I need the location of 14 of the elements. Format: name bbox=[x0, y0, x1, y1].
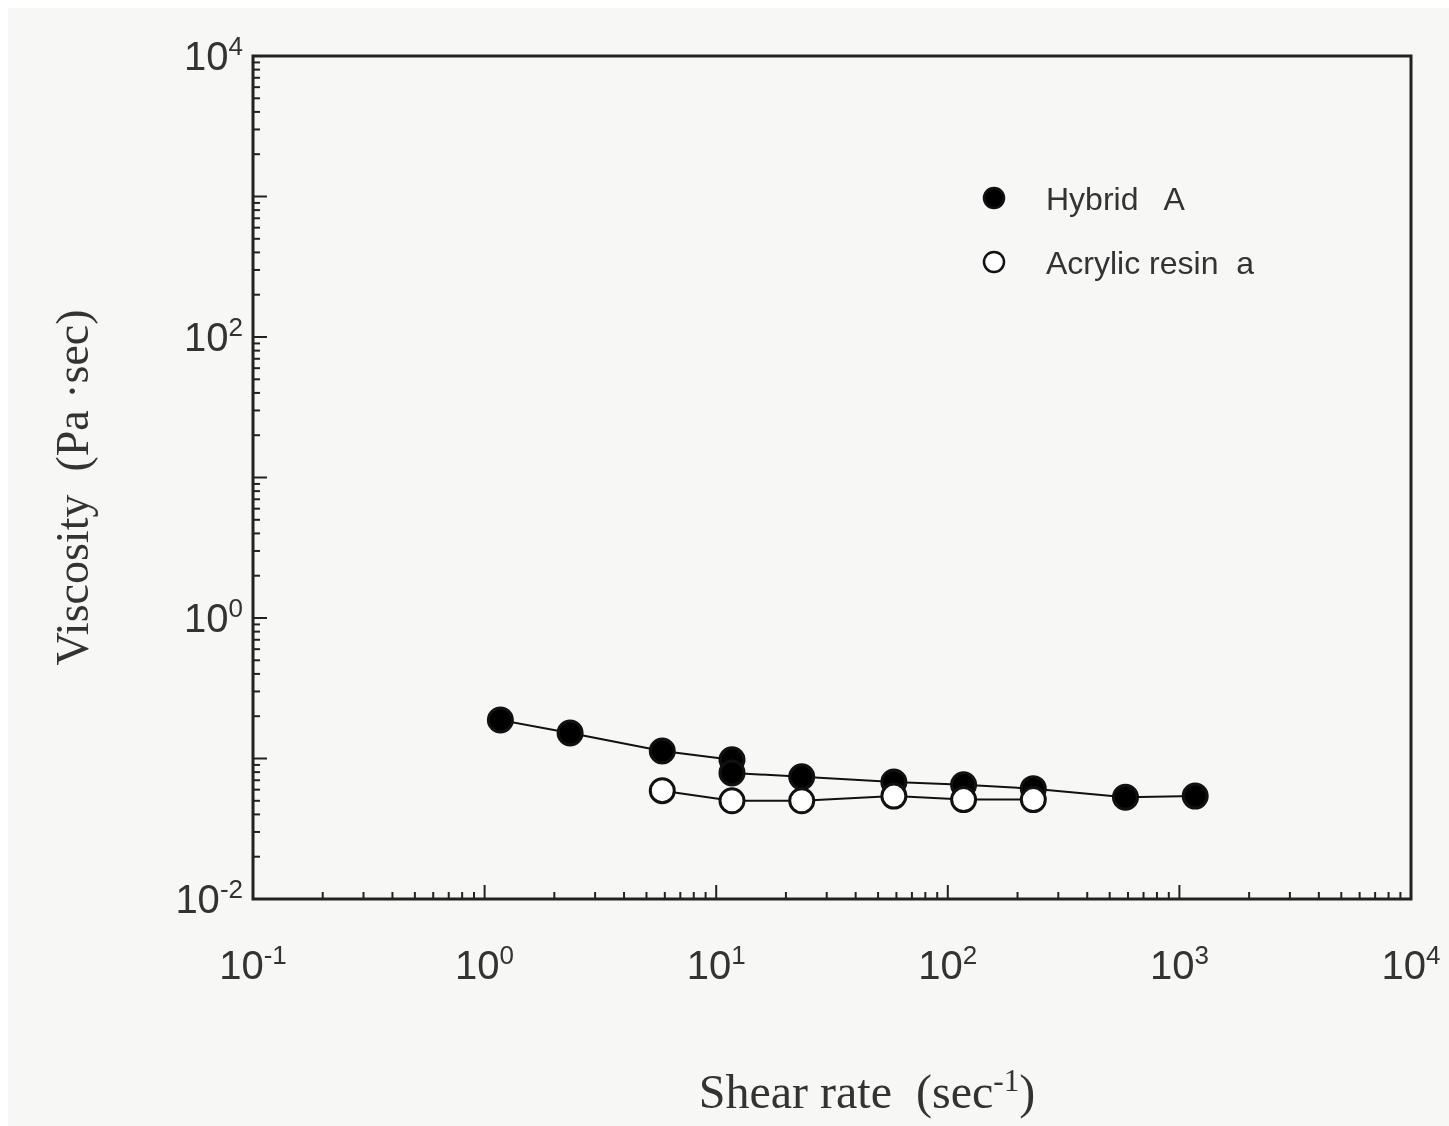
x-tick-label: 10$^{3}$ bbox=[1149, 940, 1209, 987]
x-tick-label: 10$^{0}$ bbox=[455, 940, 515, 987]
y-tick-label: 10$^{-2}$ bbox=[175, 874, 243, 921]
x-tick-label: 10$^{1}$ bbox=[686, 940, 746, 987]
y-tick-label: 10$^{0}$ bbox=[184, 593, 243, 640]
y-axis-title: Viscosity (Pa ·sec) bbox=[47, 309, 98, 666]
legend-label: Hybrid A bbox=[1046, 181, 1186, 217]
legend-label: Acrylic resin a bbox=[1046, 245, 1255, 281]
x-axis-title: Shear rate (sec$^{-1}$) bbox=[698, 1062, 1036, 1119]
x-tick-label: 10$^{2}$ bbox=[918, 940, 978, 987]
x-tick-label: 10$^{-1}$ bbox=[219, 940, 287, 987]
x-tick-label: 10$^{4}$ bbox=[1381, 940, 1441, 987]
y-tick-label: 10$^{2}$ bbox=[184, 312, 243, 359]
y-tick-label: 10$^{4}$ bbox=[184, 31, 243, 78]
